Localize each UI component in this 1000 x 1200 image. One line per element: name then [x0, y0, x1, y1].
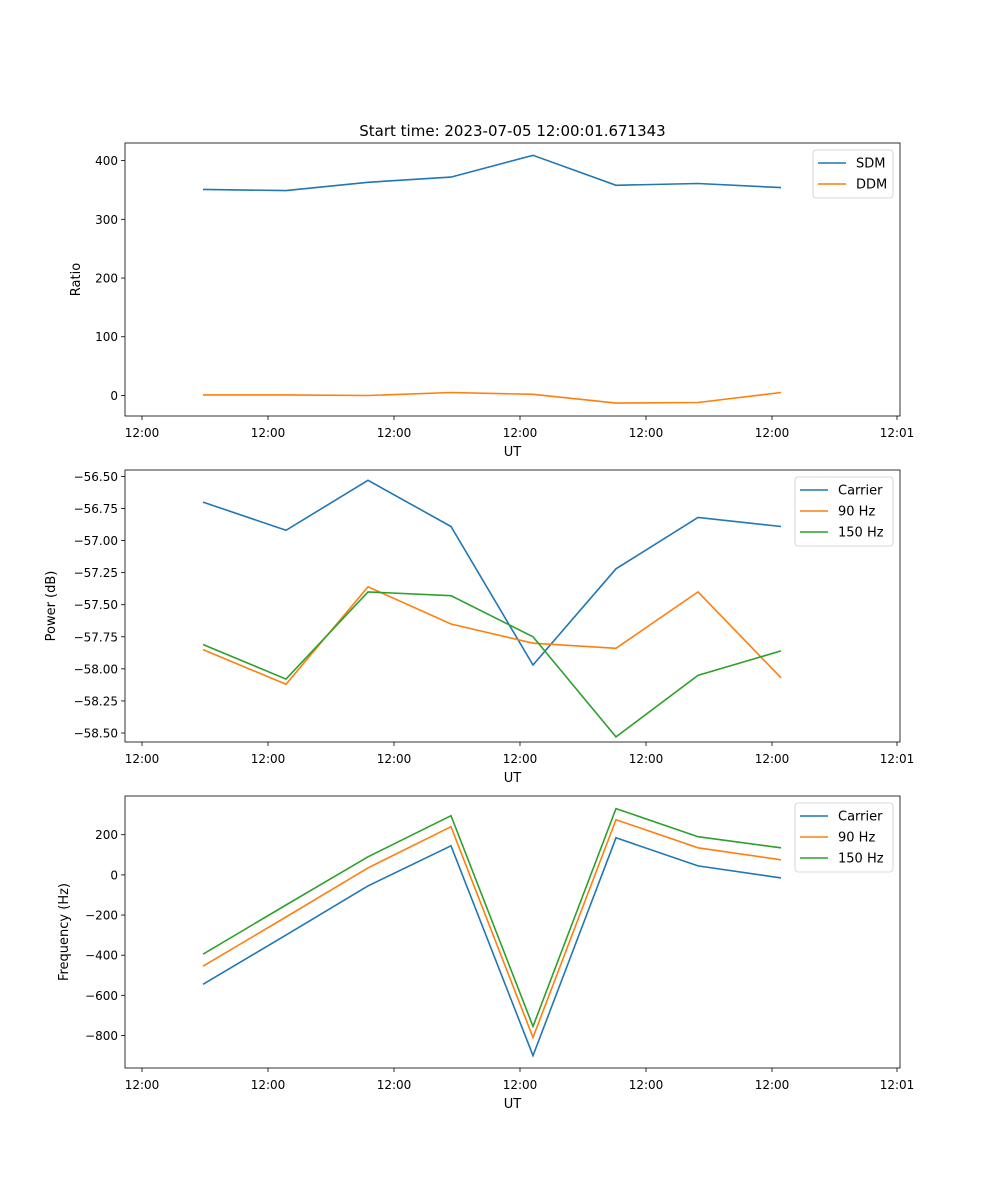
series-line-carrier	[202, 836, 782, 1058]
series-line-90-hz	[202, 585, 782, 686]
x-tick-label: 12:00	[125, 426, 160, 440]
legend-box	[812, 149, 894, 199]
legend-box	[794, 802, 894, 873]
series-line-sdm	[202, 154, 782, 192]
x-tick-label: 12:01	[880, 426, 915, 440]
y-axis-label: Frequency (Hz)	[57, 883, 72, 981]
y-tick-label: 200	[95, 828, 118, 842]
legend-label: 150 Hz	[838, 526, 884, 541]
x-tick-label: 12:00	[125, 1078, 160, 1092]
series-line-90-hz	[202, 818, 782, 1040]
chart-panel-2: 12:00 12:00 12:00 12:00 12:00 12:00 12:01 UT −56…	[44, 469, 915, 786]
y-tick-label: −57.25	[74, 566, 118, 580]
x-tick-label: 12:00	[755, 1078, 790, 1092]
x-tick-label: 12:00	[755, 752, 790, 766]
legend-label: 90 Hz	[838, 831, 875, 846]
plot-frame	[124, 469, 901, 743]
y-tick-label: −56.75	[74, 502, 118, 516]
x-tick-label: 12:00	[125, 752, 160, 766]
legend-label: SDM	[856, 157, 885, 172]
x-tick-label: 12:00	[629, 752, 664, 766]
y-tick-label: −200	[85, 909, 118, 923]
series-line-ddm	[203, 391, 782, 404]
legend-label: 90 Hz	[838, 505, 875, 520]
legend-label: Carrier	[838, 484, 883, 499]
y-tick-label: −56.50	[74, 470, 118, 484]
plot-frame	[124, 142, 901, 417]
y-tick-label: 300	[95, 213, 118, 227]
x-tick-label: 12:01	[880, 752, 915, 766]
y-axis-label: Power (dB)	[44, 571, 59, 642]
y-tick-label: −58.00	[74, 662, 118, 676]
legend: Carrier 90 Hz 150 Hz	[794, 802, 894, 873]
legend-box	[794, 476, 894, 547]
x-tick-label: 12:01	[880, 1078, 915, 1092]
y-tick-label: 0	[110, 868, 118, 882]
x-tick-label: 12:00	[503, 752, 538, 766]
legend: Carrier 90 Hz 150 Hz	[794, 476, 894, 547]
legend: SDM DDM	[812, 149, 894, 199]
x-tick-label: 12:00	[251, 426, 286, 440]
x-axis-label: UT	[504, 445, 522, 460]
chart-title: Start time: 2023-07-05 12:00:01.671343	[359, 122, 665, 140]
x-tick-label: 12:00	[251, 752, 286, 766]
legend-label: DDM	[856, 178, 887, 193]
y-tick-label: −58.50	[74, 727, 118, 741]
y-tick-label: −400	[85, 949, 118, 963]
y-tick-label: −57.00	[74, 534, 118, 548]
x-axis-label: UT	[504, 1097, 522, 1112]
y-tick-label: −57.75	[74, 630, 118, 644]
x-tick-label: 12:00	[755, 426, 790, 440]
y-tick-label: −58.25	[74, 694, 118, 708]
y-tick-label: 0	[110, 389, 118, 403]
x-tick-label: 12:00	[629, 426, 664, 440]
x-axis-label: UT	[504, 771, 522, 786]
y-tick-label: 200	[95, 272, 118, 286]
x-tick-label: 12:00	[629, 1078, 664, 1092]
x-tick-label: 12:00	[377, 426, 412, 440]
y-tick-label: 100	[95, 330, 118, 344]
y-tick-label: 400	[95, 154, 118, 168]
chart-panel-3: 12:00 12:00 12:00 12:00 12:00 12:00 12:01 UT 200…	[57, 795, 915, 1112]
x-tick-label: 12:00	[503, 426, 538, 440]
x-tick-label: 12:00	[503, 1078, 538, 1092]
y-tick-label: −600	[85, 989, 118, 1003]
chart-panel-1: Start time: 2023-07-05 12:00:01.671343 12…	[69, 122, 914, 460]
series-line-carrier	[202, 479, 782, 667]
legend-label: Carrier	[838, 810, 883, 825]
y-tick-label: −800	[85, 1029, 118, 1043]
x-tick-label: 12:00	[377, 752, 412, 766]
x-tick-label: 12:00	[377, 1078, 412, 1092]
x-tick-label: 12:00	[251, 1078, 286, 1092]
series-line-150-hz	[202, 591, 782, 738]
plot-frame	[124, 795, 901, 1069]
series-line-150-hz	[202, 807, 782, 1029]
y-tick-label: −57.50	[74, 598, 118, 612]
y-axis-label: Ratio	[69, 263, 84, 296]
legend-label: 150 Hz	[838, 852, 884, 867]
